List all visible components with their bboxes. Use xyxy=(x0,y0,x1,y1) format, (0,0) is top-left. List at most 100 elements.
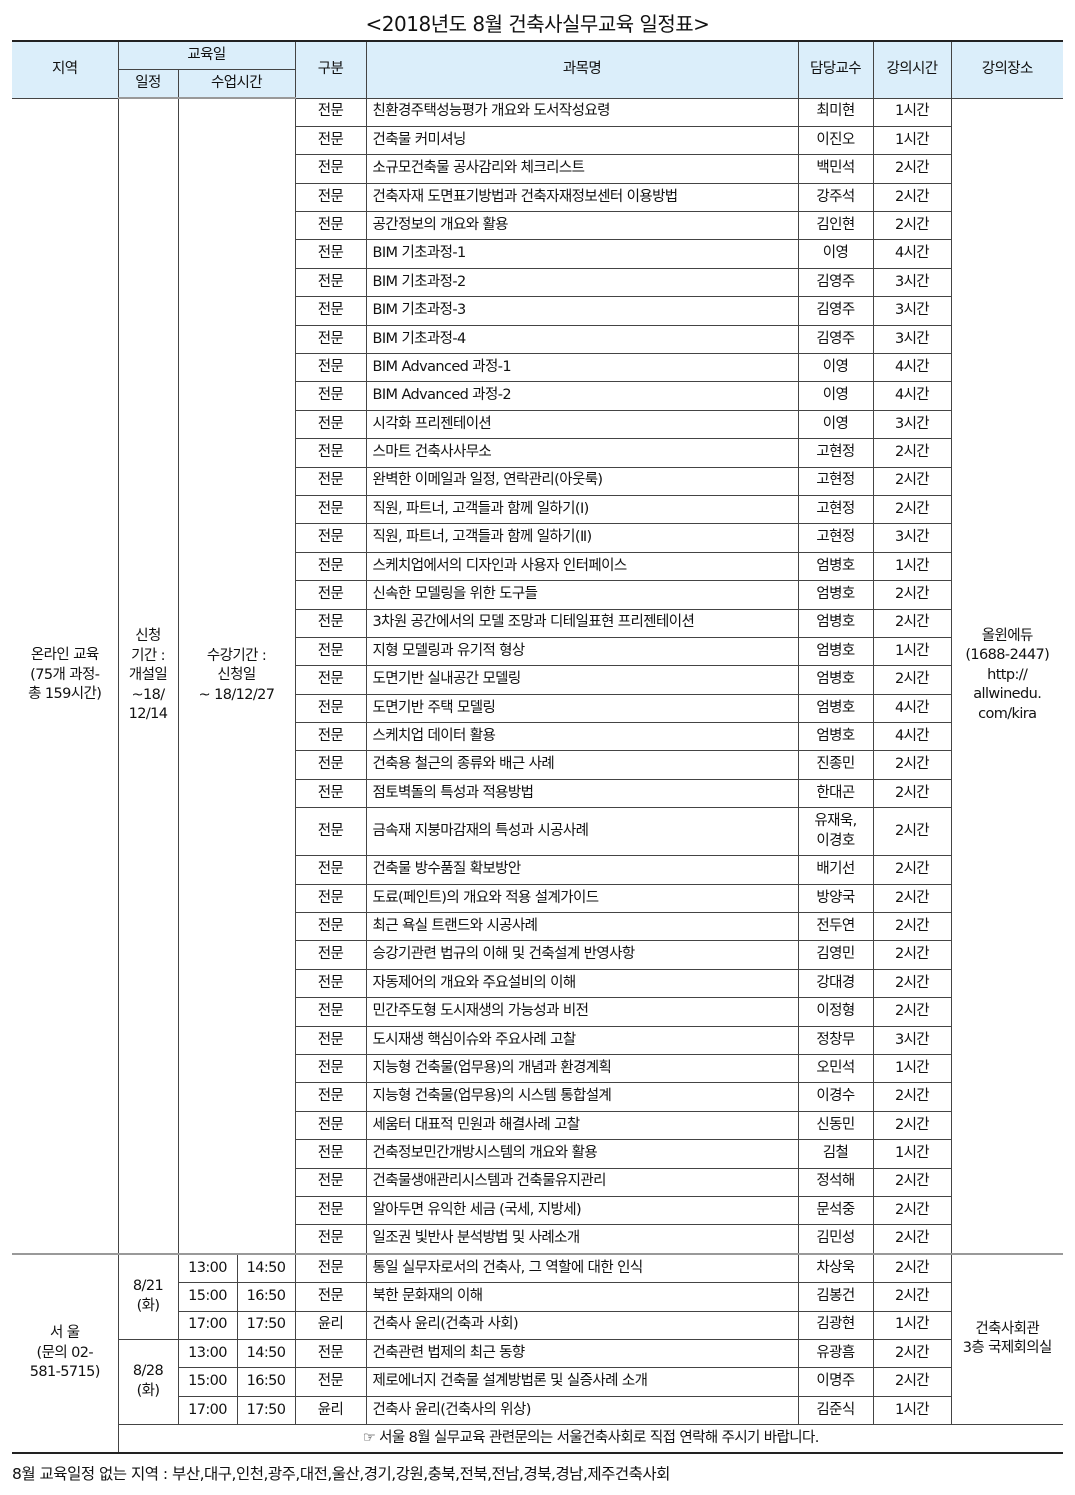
table-row: 전문 건축용 철근의 종류와 배근 사례 진종민 2시간 xyxy=(12,750,1063,780)
instructor-cell: 정석해 xyxy=(797,1167,874,1197)
table-row: 전문 BIM 기초과정-2 김영주 3시간 xyxy=(12,267,1063,298)
start-time: 17:00 xyxy=(177,1310,238,1340)
category-cell: 전문 xyxy=(294,466,367,496)
course-name: 직원, 파트너, 고객들과 함께 일하기(Ⅱ) xyxy=(365,523,799,553)
course-name: 건축사 윤리(건축과 사회) xyxy=(365,1310,799,1340)
hours-cell: 4시간 xyxy=(872,693,952,724)
start-time: 13:00 xyxy=(177,1338,238,1369)
course-name: 세움터 대표적 민원과 해결사례 고찰 xyxy=(365,1110,799,1141)
table-row: 전문 도시재생 핵심이슈와 주요사례 고찰 정창무 3시간 xyxy=(12,1025,1063,1056)
category-cell: 전문 xyxy=(294,97,367,127)
instructor-cell: 엄병호 xyxy=(797,636,874,667)
end-time: 17:50 xyxy=(236,1395,296,1426)
hours-cell: 2시간 xyxy=(872,182,952,213)
table-row: 전문 건축정보민간개방시스템의 개요와 활용 김철 1시간 xyxy=(12,1139,1063,1169)
seoul-contact-note: ☞ 서울 8월 실무교육 관련문의는 서울건축사회로 직접 연락해 주시기 바랍… xyxy=(117,1424,1063,1454)
instructor-cell: 이정형 xyxy=(797,997,874,1027)
category-cell: 전문 xyxy=(294,1338,367,1369)
course-name: BIM Advanced 과정-2 xyxy=(365,381,799,411)
end-time: 14:50 xyxy=(236,1252,296,1284)
hours-cell: 3시간 xyxy=(872,523,952,553)
start-time: 13:00 xyxy=(177,1252,238,1284)
instructor-cell: 정창무 xyxy=(797,1025,874,1056)
header-venue: 강의장소 xyxy=(950,40,1063,99)
table-row: 전문 3차원 공간에서의 모델 조망과 디테일표현 프리젠테이션 엄병호 2시간 xyxy=(12,608,1063,638)
instructor-cell: 김영주 xyxy=(797,296,874,326)
category-cell: 전문 xyxy=(294,608,367,638)
online-venue: 올윈에듀 (1688-2447) http:// allwinedu. com/… xyxy=(950,97,1063,1255)
instructor-cell: 김민성 xyxy=(797,1224,874,1255)
table-row: 전문 완벽한 이메일과 일정, 연락관리(아웃룩) 고현정 2시간 xyxy=(12,466,1063,496)
category-cell: 전문 xyxy=(294,807,367,857)
table-row: 전문 점토벽돌의 특성과 적용방법 한대곤 2시간 xyxy=(12,778,1063,809)
category-cell: 전문 xyxy=(294,409,367,440)
course-name: BIM Advanced 과정-1 xyxy=(365,353,799,383)
category-cell: 전문 xyxy=(294,778,367,809)
hours-cell: 2시간 xyxy=(872,438,952,468)
category-cell: 전문 xyxy=(294,968,367,999)
hours-cell: 2시간 xyxy=(872,1252,952,1284)
instructor-cell: 엄병호 xyxy=(797,665,874,695)
header-schedule: 일정 xyxy=(117,69,179,99)
instructor-cell: 김준식 xyxy=(797,1395,874,1426)
course-name: 직원, 파트너, 고객들과 함께 일하기(Ⅰ) xyxy=(365,494,799,525)
course-name: 공간정보의 개요와 활용 xyxy=(365,211,799,241)
header-edu-day: 교육일 xyxy=(117,40,296,70)
table-row: 전문 일조권 빛반사 분석방법 및 사례소개 김민성 2시간 xyxy=(12,1224,1063,1255)
hours-cell: 1시간 xyxy=(872,97,952,127)
hours-cell: 2시간 xyxy=(872,1195,952,1226)
instructor-cell: 전두연 xyxy=(797,912,874,942)
instructor-cell: 한대곤 xyxy=(797,778,874,809)
category-cell: 전문 xyxy=(294,1252,367,1284)
instructor-cell: 이영 xyxy=(797,353,874,383)
course-name: 건축정보민간개방시스템의 개요와 활용 xyxy=(365,1139,799,1169)
course-name: 승강기관련 법규의 이해 및 건축설계 반영사항 xyxy=(365,940,799,970)
course-name: 소규모건축물 공사감리와 체크리스트 xyxy=(365,154,799,184)
hours-cell: 3시간 xyxy=(872,267,952,298)
instructor-cell: 유광흠 xyxy=(797,1338,874,1369)
instructor-cell: 강대경 xyxy=(797,968,874,999)
instructor-cell: 엄병호 xyxy=(797,608,874,638)
course-name: BIM 기초과정-2 xyxy=(365,267,799,298)
table-row: 전문 도면기반 주택 모델링 엄병호 4시간 xyxy=(12,693,1063,724)
seoul-region: 서 울 (문의 02- 581-5715) xyxy=(12,1252,119,1454)
instructor-cell: 엄병호 xyxy=(797,693,874,724)
hours-cell: 3시간 xyxy=(872,324,952,355)
course-name: 민간주도형 도시재생의 가능성과 비전 xyxy=(365,997,799,1027)
hours-cell: 2시간 xyxy=(872,778,952,809)
category-cell: 전문 xyxy=(294,1367,367,1397)
instructor-cell: 백민석 xyxy=(797,154,874,184)
seoul-date: 8/21 (화) xyxy=(117,1252,179,1340)
table-row: 전문 BIM Advanced 과정-1 이영 4시간 xyxy=(12,353,1063,383)
hours-cell: 2시간 xyxy=(872,211,952,241)
instructor-cell: 고현정 xyxy=(797,466,874,496)
table-row: 전문 건축물 커미셔닝 이진오 1시간 xyxy=(12,125,1063,156)
category-cell: 전문 xyxy=(294,239,367,269)
table-row: 8/28 (화) 13:00 14:50 전문 건축관련 법제의 최근 동향 유광흠 2시간 xyxy=(12,1338,1063,1426)
course-name: 스마트 건축사사무소 xyxy=(365,438,799,468)
header-instructor: 담당교수 xyxy=(797,40,874,99)
category-cell: 전문 xyxy=(294,750,367,780)
table-row: 전문 알아두면 유익한 세금 (국세, 지방세) 문석중 2시간 xyxy=(12,1195,1063,1226)
category-cell: 전문 xyxy=(294,353,367,383)
online-class-time: 수강기간 : 신청일 ~ 18/12/27 xyxy=(177,97,296,1255)
instructor-cell: 김영주 xyxy=(797,324,874,355)
seoul-venue: 건축사회관 3층 국제회의실 xyxy=(950,1252,1063,1426)
header-region: 지역 xyxy=(12,40,119,99)
instructor-cell: 김영주 xyxy=(797,267,874,298)
instructor-cell: 방양국 xyxy=(797,883,874,914)
course-name: 건축물생애관리시스템과 건축물유지관리 xyxy=(365,1167,799,1197)
hours-cell: 2시간 xyxy=(872,1224,952,1255)
end-time: 14:50 xyxy=(236,1338,296,1369)
hours-cell: 2시간 xyxy=(872,665,952,695)
category-cell: 전문 xyxy=(294,182,367,213)
category-cell: 전문 xyxy=(294,1053,367,1084)
hours-cell: 2시간 xyxy=(872,494,952,525)
table-row: 전문 지능형 건축물(업무용)의 개념과 환경계획 오민석 1시간 xyxy=(12,1053,1063,1084)
instructor-cell: 이진오 xyxy=(797,125,874,156)
hours-cell: 2시간 xyxy=(872,1167,952,1197)
instructor-cell: 진종민 xyxy=(797,750,874,780)
hours-cell: 2시간 xyxy=(872,997,952,1027)
table-row: 온라인 교육 (75개 과정- 총 159시간) 신청 기간 : 개설일 ~18/… xyxy=(12,97,1063,1255)
category-cell: 전문 xyxy=(294,722,367,752)
